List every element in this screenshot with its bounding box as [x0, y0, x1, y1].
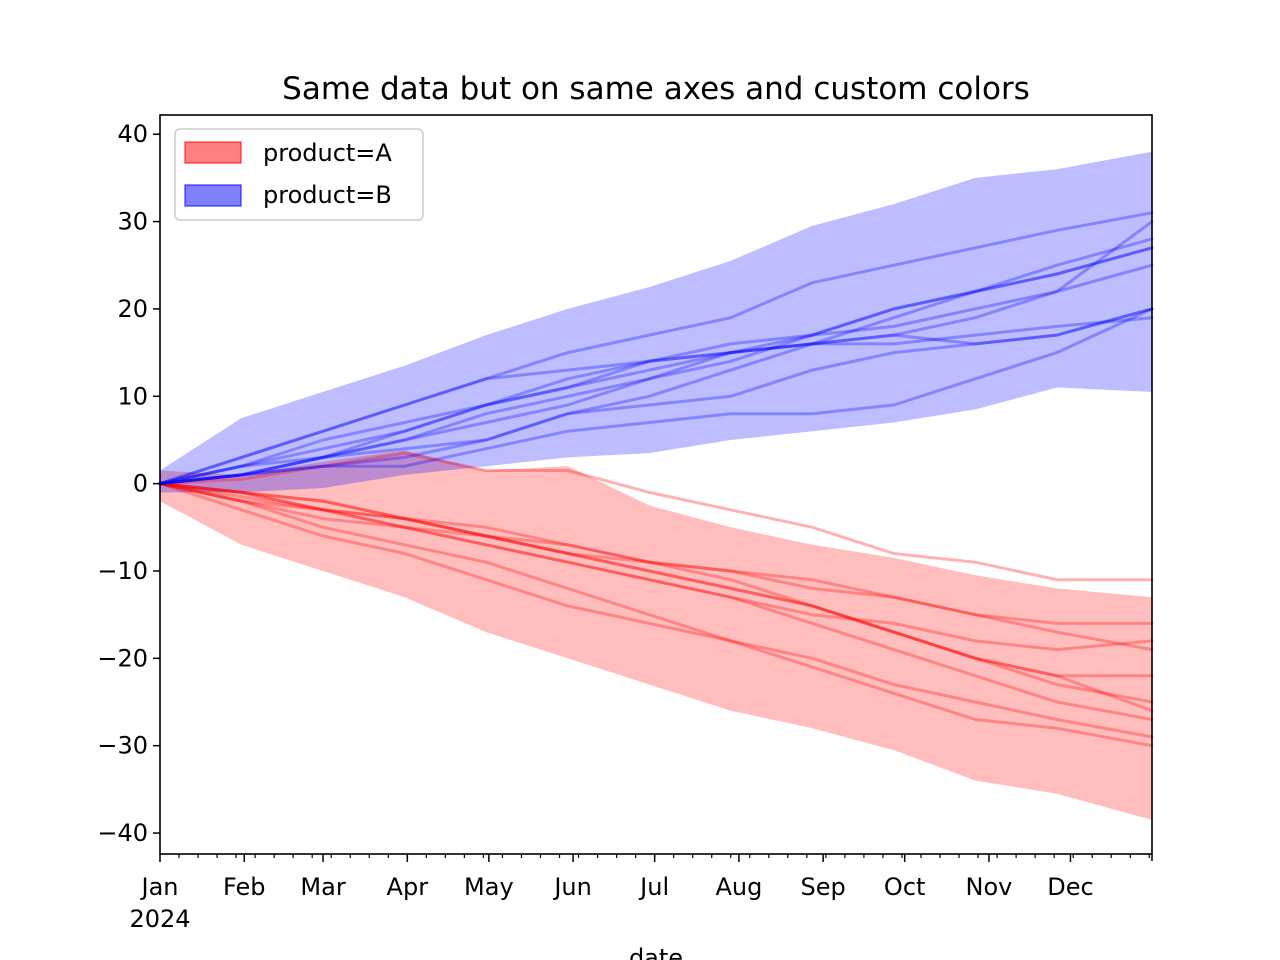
y-tick-label: 0: [133, 470, 148, 498]
series-line-a-7: [158, 482, 1154, 704]
legend-label-product-b: product=B: [263, 181, 392, 209]
series-line-a-4: [158, 482, 1154, 721]
legend: product=A product=B: [174, 128, 424, 221]
y-tick-label: −20: [97, 644, 148, 672]
x-tick-label: Feb: [223, 873, 266, 901]
y-axis: −40 −30 −20 −10 0 10 20 30 40: [97, 120, 160, 847]
plot-frame: [159, 114, 1153, 855]
series-line-a-3: [158, 482, 1154, 713]
series-line-b-4: [158, 307, 1154, 486]
x-tick-label: Jul: [638, 873, 669, 901]
y-tick-label: 30: [117, 208, 148, 236]
legend-swatch-product-b: [184, 184, 242, 207]
y-tick-label: −30: [97, 732, 148, 760]
series-line-a-2: [158, 482, 1154, 739]
x-tick-label: May: [464, 873, 514, 901]
y-tick-label: 40: [117, 120, 148, 148]
x-tick-label: Oct: [884, 873, 926, 901]
series-line-a-9: [158, 482, 1154, 652]
series-line-a-10: [158, 451, 1154, 582]
bands-layer: [160, 151, 1152, 820]
series-line-b-5: [158, 263, 1154, 486]
chart-title: Same data but on same axes and custom co…: [282, 71, 1030, 107]
band-product-a: [160, 450, 1152, 820]
x-tick-label: Aug: [715, 873, 762, 901]
x-tick-label: Sep: [801, 873, 846, 901]
series-line-b-9: [158, 237, 1154, 486]
series-line-b-10: [158, 316, 1154, 486]
y-tick-label: −10: [97, 557, 148, 585]
band-product-b: [160, 151, 1152, 493]
x-tick-label: Apr: [387, 873, 429, 901]
series-line-b-3: [158, 246, 1154, 486]
series-line-b-6: [158, 220, 1154, 486]
y-tick-label: 20: [117, 295, 148, 323]
x-tick-label: Mar: [300, 873, 345, 901]
series-line-b-2: [158, 211, 1154, 486]
series-line-a-5: [158, 482, 1154, 625]
legend-label-product-a: product=A: [263, 139, 392, 167]
x-tick-label: Jan: [140, 873, 179, 901]
series-line-b-1: [158, 246, 1154, 486]
series-line-a-8: [158, 482, 1154, 678]
x-axis-label: date: [629, 944, 683, 960]
lines-layer: [158, 211, 1154, 748]
x-tick-label: Nov: [966, 873, 1013, 901]
series-line-b-8: [158, 307, 1154, 486]
x-tick-year-label: 2024: [129, 905, 190, 933]
y-tick-label: −40: [97, 819, 148, 847]
legend-swatch-product-a: [184, 141, 242, 164]
x-axis: Jan 2024 Feb Mar Apr May Jun Jul Aug Sep Oct Nov Dec: [129, 854, 1153, 933]
plot-area: [160, 115, 1152, 854]
y-tick-label: 10: [117, 382, 148, 410]
series-line-a-6: [158, 482, 1154, 748]
series-line-a-1: [158, 482, 1154, 652]
x-tick-label: Jun: [552, 873, 592, 901]
series-line-b-7: [158, 307, 1154, 486]
x-tick-label: Dec: [1047, 873, 1093, 901]
